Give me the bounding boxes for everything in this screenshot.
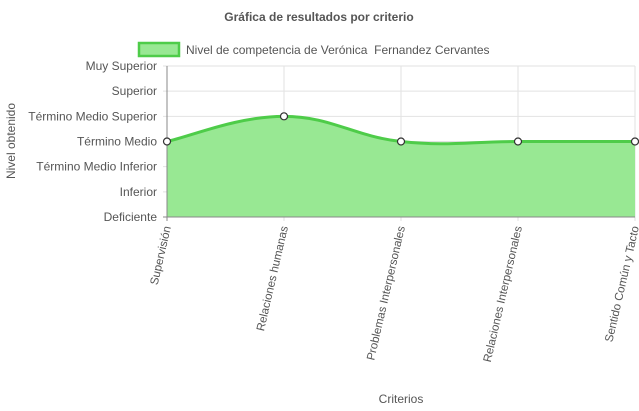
y-axis-label: Nivel obtenido xyxy=(4,103,18,179)
data-point[interactable] xyxy=(162,137,172,146)
x-tick-label: Supervisión xyxy=(149,225,174,286)
x-tick-label: Relaciones Interpersonales xyxy=(482,225,525,364)
data-point[interactable] xyxy=(279,112,289,121)
y-tick-label: Término Medio Superior xyxy=(28,109,157,123)
legend-label[interactable]: Nivel de competencia de Verónica Fernand… xyxy=(186,43,490,57)
data-point[interactable] xyxy=(513,137,523,146)
data-point[interactable] xyxy=(630,137,639,146)
x-axis-ticks: Supervisión Relaciones humanas Problemas I… xyxy=(149,225,639,364)
legend-swatch[interactable] xyxy=(137,41,181,58)
data-points xyxy=(162,112,639,146)
x-tick-label: Sentido Común y Tacto xyxy=(604,225,639,343)
y-tick-label: Deficiente xyxy=(104,210,158,224)
data-point[interactable] xyxy=(396,137,406,146)
y-tick-label: Superior xyxy=(112,84,157,98)
x-axis-label: Criterios xyxy=(379,392,424,406)
y-tick-label: Término Medio Inferior xyxy=(36,160,157,174)
y-tick-label: Término Medio xyxy=(77,135,157,149)
y-axis-ticks: Deficiente Inferior Término Medio Inferior… xyxy=(28,59,157,224)
x-tick-label: Problemas Interpersonales xyxy=(365,225,408,362)
y-tick-label: Muy Superior xyxy=(86,59,157,73)
legend[interactable]: Nivel de competencia de Verónica Fernand… xyxy=(137,41,490,58)
y-tick-label: Inferior xyxy=(120,185,157,199)
x-tick-label: Relaciones humanas xyxy=(255,225,291,333)
chart-title: Gráfica de resultados por criterio xyxy=(224,10,413,24)
